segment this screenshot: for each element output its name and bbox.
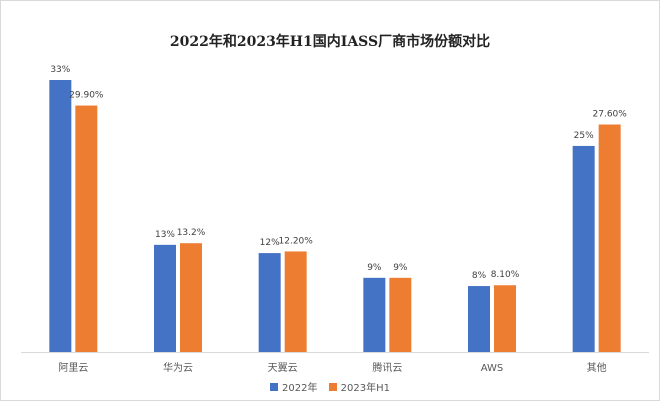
bar-2022-2 (258, 253, 281, 352)
chart-legend: 2022年 2023年H1 (1, 379, 659, 394)
bar-2023h1-0 (75, 105, 98, 352)
bar-2022-3 (363, 277, 386, 352)
category-label-3: 腾讯云 (372, 361, 402, 374)
bar-2023h1-2 (284, 251, 307, 352)
chart-title: 2022年和2023年H1国内IASS厂商市场份额对比 (169, 34, 491, 50)
data-label-2022-2: 12% (260, 238, 280, 248)
category-label-4: AWS (481, 363, 504, 374)
data-label-2023h1-4: 8.10% (491, 270, 520, 280)
data-label-2023h1-0: 29.90% (69, 91, 104, 101)
data-label-2022-4: 8% (472, 271, 487, 281)
bar-2022-1 (154, 244, 176, 352)
legend-item-2023h1: 2023年H1 (328, 379, 390, 394)
category-label-2: 天翼云 (268, 362, 298, 374)
data-label-2022-0: 33% (50, 65, 70, 75)
category-label-0: 阿里云 (58, 362, 88, 374)
bar-2022-5 (572, 145, 595, 352)
legend-label-2023h1: 2023年H1 (340, 383, 390, 394)
data-label-2022-5: 25% (574, 131, 594, 141)
bar-2022-4 (468, 286, 490, 352)
legend-label-2022: 2022年 (282, 383, 318, 394)
bar-2022-0 (49, 80, 72, 352)
bar-2023h1-3 (389, 277, 412, 352)
data-label-2023h1-3: 9% (393, 263, 408, 273)
data-label-2023h1-2: 12.20% (279, 236, 314, 246)
legend-swatch-2022 (270, 382, 278, 391)
legend-item-2022: 2022年 (270, 379, 317, 394)
category-label-5: 其他 (587, 361, 607, 374)
bar-2023h1-4 (494, 285, 516, 352)
category-label-1: 华为云 (163, 361, 193, 374)
data-label-2023h1-5: 27.60% (593, 110, 628, 120)
data-label-2022-1: 13% (155, 230, 175, 240)
legend-swatch-2023h1 (328, 382, 337, 391)
data-label-2023h1-1: 13.2% (177, 228, 206, 238)
bar-2023h1-1 (180, 243, 202, 352)
data-label-2022-3: 9% (367, 263, 382, 273)
bar-2023h1-5 (598, 124, 621, 352)
